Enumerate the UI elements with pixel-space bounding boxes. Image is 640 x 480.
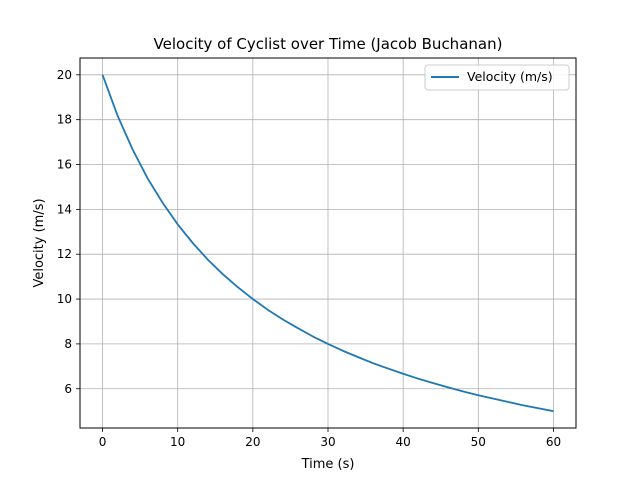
y-tick-label: 18: [57, 113, 72, 127]
y-tick-label: 10: [57, 292, 72, 306]
grid-lines: [80, 58, 576, 428]
x-tick-label: 40: [396, 435, 411, 449]
x-tick-label: 30: [320, 435, 335, 449]
x-axis-label: Time (s): [301, 457, 355, 472]
y-tick-label: 12: [57, 247, 72, 261]
x-tick-label: 0: [99, 435, 107, 449]
legend-label: Velocity (m/s): [467, 69, 553, 84]
x-tick-label: 20: [245, 435, 260, 449]
y-tick-label: 20: [57, 68, 72, 82]
y-tick-label: 14: [57, 202, 72, 216]
y-tick-label: 6: [64, 382, 72, 396]
series-line-velocity: [101, 74, 554, 413]
y-tick-label: 8: [64, 337, 72, 351]
chart-title: Velocity of Cyclist over Time (Jacob Buc…: [154, 35, 503, 53]
x-axis-ticks: 0 10 20 30 40 50 60: [99, 428, 561, 449]
legend-box: [424, 64, 570, 91]
y-axis-ticks: 6 8 10 12 14 16 18 20: [57, 68, 80, 396]
y-tick-label: 16: [57, 158, 72, 172]
y-axis-label: Velocity (m/s): [32, 198, 47, 287]
x-tick-label: 60: [546, 435, 561, 449]
x-tick-label: 10: [170, 435, 185, 449]
series-layer: [101, 74, 554, 413]
x-tick-label: 50: [471, 435, 486, 449]
legend: Velocity (m/s): [424, 64, 570, 91]
